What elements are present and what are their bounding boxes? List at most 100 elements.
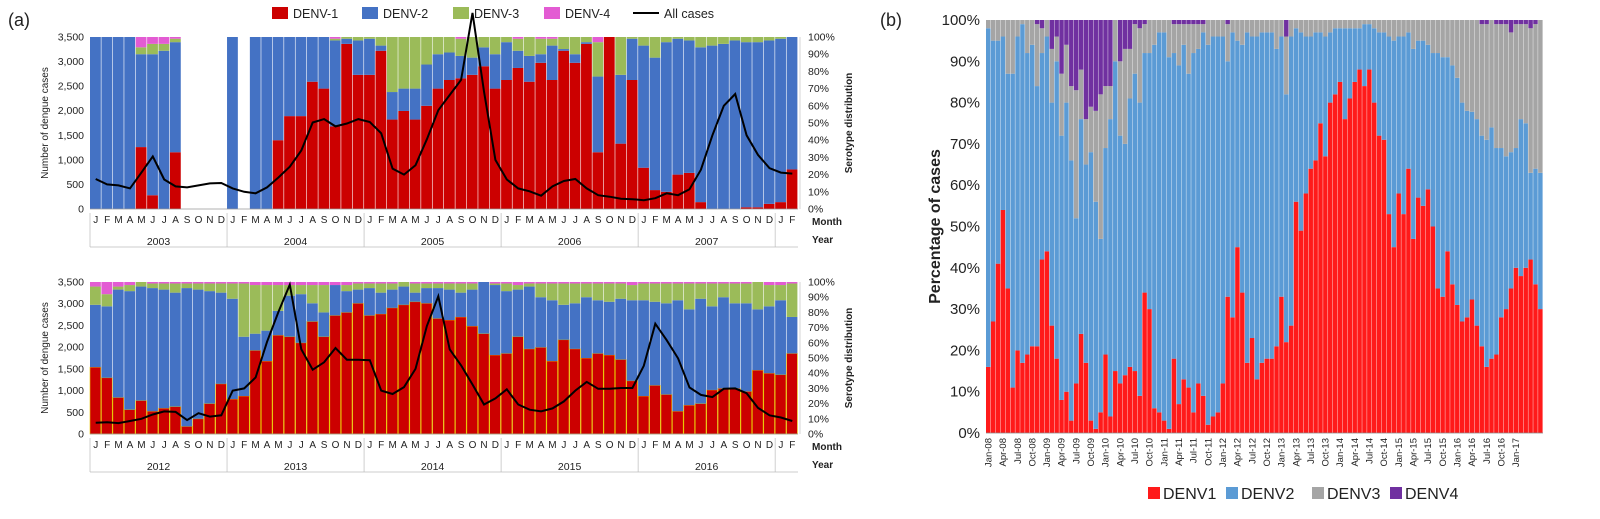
bar-segment-denv2 <box>1264 32 1269 359</box>
bar-segment-denv-4 <box>535 37 547 39</box>
bar-segment-denv-4 <box>215 282 227 284</box>
bar-segment-denv-3 <box>638 283 649 301</box>
bar-segment-denv-3 <box>444 283 455 290</box>
bar-segment-denv2 <box>1225 61 1230 297</box>
bar-segment-denv-4 <box>501 282 512 284</box>
bar-segment-denv1 <box>1528 259 1533 433</box>
bar-segment-denv2 <box>1244 32 1250 363</box>
bar-segment-denv1 <box>1284 342 1289 433</box>
bar-segment-denv-2 <box>421 64 432 106</box>
bar-segment-denv-3 <box>135 282 147 287</box>
bar-segment-denv2 <box>1293 28 1299 202</box>
bar-segment-denv-1 <box>535 62 547 209</box>
legend-swatch <box>272 7 288 19</box>
x-tick-month: S <box>184 440 191 451</box>
bar-segment-denv1 <box>1474 325 1480 433</box>
x-tick-month: J <box>424 440 429 451</box>
bar-segment-denv3 <box>1406 20 1411 33</box>
bar-segment-denv3 <box>1225 24 1230 62</box>
bar-segment-denv-1 <box>329 126 341 209</box>
bar-segment-denv2 <box>1499 148 1504 318</box>
bar-segment-denv-4 <box>112 282 124 287</box>
x-tick-month: M <box>411 215 419 226</box>
bar-segment-denv1 <box>1508 288 1514 433</box>
bar-segment-denv1 <box>990 321 996 433</box>
bar-segment-denv4 <box>1117 20 1123 62</box>
bar-segment-denv-1 <box>340 312 353 435</box>
bar-segment-denv3 <box>1235 20 1240 41</box>
bar-segment-denv-2 <box>352 40 364 75</box>
bar-segment-denv1 <box>1005 288 1011 433</box>
x-tick-month: S <box>732 440 739 451</box>
bar-segment-denv2 <box>1176 65 1182 405</box>
bar-segment-denv-3 <box>512 285 524 290</box>
bar-segment-denv-4 <box>147 37 158 44</box>
x-tick-month: M <box>251 440 259 451</box>
bar-segment-denv-2 <box>706 306 718 390</box>
bar-segment-denv2 <box>1406 32 1411 169</box>
x-axis-year-word: Year <box>812 235 833 246</box>
bar-segment-denv3 <box>1059 73 1064 136</box>
bar-segment-denv-3 <box>626 37 638 39</box>
bar-segment-denv-4 <box>775 282 786 286</box>
x-tick-month: N <box>343 215 350 226</box>
bar-segment-denv-3 <box>592 283 604 301</box>
bar-segment-denv1 <box>1538 309 1543 433</box>
bar-segment-denv1 <box>1113 371 1118 433</box>
bar-segment-denv-1 <box>341 43 353 209</box>
bar-segment-denv3 <box>1440 20 1445 58</box>
bar-segment-denv-2 <box>558 304 570 340</box>
y-tick-left: 0 <box>78 429 84 441</box>
legend-label: DENV2 <box>1241 486 1294 503</box>
bar-segment-denv2 <box>990 40 996 322</box>
bar-segment-denv1 <box>1000 209 1006 433</box>
bar-segment-denv3 <box>995 20 1001 41</box>
bar-segment-denv2 <box>1430 53 1436 227</box>
x-tick-month: J <box>93 440 98 451</box>
bar-segment-denv2 <box>1445 57 1450 252</box>
bar-segment-denv-4 <box>569 282 581 284</box>
y-tick-right: 30% <box>808 383 829 395</box>
x-tick-month: D <box>629 215 636 226</box>
legend-swatch <box>1226 487 1238 499</box>
bar-segment-denv2 <box>1332 28 1338 95</box>
bar-segment-denv4 <box>1132 20 1138 25</box>
bar-segment-denv3 <box>1371 20 1377 29</box>
x-tick-month: A <box>583 440 590 451</box>
bar-segment-denv-2 <box>649 301 661 386</box>
x-tick-month: O <box>332 440 340 451</box>
bar-segment-denv-1 <box>592 152 604 209</box>
bar-segment-denv2 <box>1455 77 1460 305</box>
x-tick-month: J <box>299 440 304 451</box>
bar-segment-denv2 <box>995 40 1001 264</box>
bar-segment-denv-4 <box>592 37 604 43</box>
bar-segment-denv-1 <box>615 143 627 209</box>
bar-segment-denv1 <box>1352 81 1357 433</box>
bar-segment-denv3 <box>1450 20 1455 66</box>
y-tick-left: 3,000 <box>58 298 84 310</box>
bar-segment-denv1 <box>1059 399 1064 433</box>
x-tick: Jan-12 <box>1218 438 1229 467</box>
bar-segment-denv-2 <box>444 52 455 80</box>
bar-segment-denv-2 <box>135 54 147 148</box>
x-tick: Jan-09 <box>1042 438 1053 467</box>
bar-segment-denv4 <box>1518 20 1524 25</box>
bar-segment-denv3 <box>1328 20 1333 33</box>
bar-segment-denv2 <box>1469 111 1475 300</box>
bar-segment-denv1 <box>1357 69 1362 433</box>
x-tick: Jan-10 <box>1101 438 1112 467</box>
bar-segment-denv4 <box>1078 20 1084 70</box>
bar-segment-denv2 <box>1254 36 1260 380</box>
y-tick-right: 90% <box>808 292 829 304</box>
bar-segment-denv2 <box>1371 28 1377 103</box>
bar-segment-denv1 <box>1073 383 1079 433</box>
bar-segment-denv-2 <box>638 300 649 396</box>
bar-segment-denv1 <box>1254 379 1260 433</box>
bar-segment-denv-1 <box>443 319 456 435</box>
bar-segment-denv1 <box>1117 383 1123 433</box>
x-tick-month: A <box>675 215 682 226</box>
bar-segment-denv4 <box>1533 20 1538 25</box>
x-tick-month: O <box>743 215 751 226</box>
bar-segment-denv2 <box>1132 73 1138 372</box>
bar-segment-denv2 <box>1152 44 1157 409</box>
